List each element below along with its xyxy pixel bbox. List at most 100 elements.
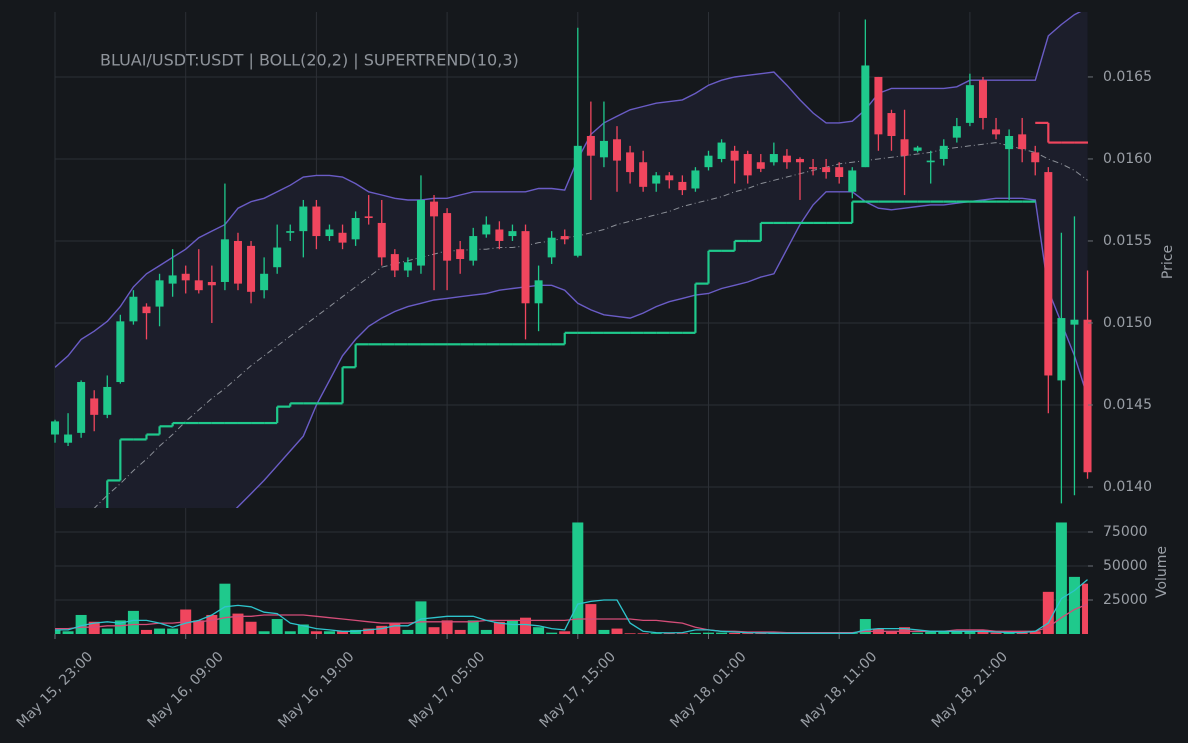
volume-bar [402,629,414,634]
candle-body [495,229,504,241]
candle-body [260,273,269,291]
candle-body [626,152,635,173]
volume-bar [363,628,375,634]
candle-body [835,167,844,178]
candle-body [769,154,778,163]
candle-body [443,213,452,261]
volume-bar [912,632,924,634]
volume-bar [990,632,1002,634]
candle-body [1044,172,1053,376]
y-axis-label: Price [1160,245,1176,279]
candle-body [194,280,203,291]
y-tick-label: 0.0155 [1103,233,1152,249]
volume-bar [167,628,179,634]
candle-body [220,239,229,282]
volume-bar [467,620,479,634]
candle-body [247,245,256,292]
candle-body [730,150,739,161]
volume-bar [533,627,545,634]
y-tick-label: 0.0140 [1103,479,1152,495]
volume-bar [454,629,466,634]
volume-bar [546,632,558,634]
candle-body [652,175,661,184]
volume-bar [258,631,270,634]
candle-body [299,206,308,232]
volume-bar [1082,583,1088,634]
volume-bar [323,631,335,634]
volume-bar [703,632,714,634]
volume-bar [55,629,61,634]
candle-body [1005,136,1014,150]
volume-bar [350,629,362,634]
volume-bar [232,613,244,634]
candle-body [861,65,870,168]
candle-body [64,434,73,443]
volume-ma [55,579,1088,634]
bollinger-lower [235,191,1088,508]
candle-body [103,386,112,415]
volume-bar [88,621,100,634]
candle-body [704,155,713,168]
candle-body [77,382,86,433]
candle-body [613,139,622,161]
candle-body [952,126,961,138]
volume-bar [75,614,87,634]
volume-bar [729,632,741,634]
volume-bar [415,601,427,634]
volume-bar [206,614,218,634]
candle-body [338,232,347,243]
candle-body [848,170,857,192]
volume-bar [506,620,518,634]
candle-body [482,224,491,235]
candle-body [874,76,883,135]
volume-tick-label: 50000 [1103,558,1148,574]
candle-body [573,145,582,256]
chart-title: BLUAI/USDT:USDT | BOLL(20,2) | SUPERTREN… [100,51,519,70]
volume-bar [964,631,976,634]
volume-axis-label: Volume [1154,546,1170,598]
candle-body [900,139,909,156]
candle-body [887,113,896,136]
price-panel [55,12,1088,508]
volume-bar [716,632,728,634]
volume-bar [637,633,649,634]
candle-body [233,240,242,284]
candle-body [795,158,804,163]
candle-body [430,201,439,217]
candle-body [965,85,974,123]
volume-bar [1068,576,1080,634]
volume-tick-label: 75000 [1103,524,1148,540]
volume-bar [676,633,688,634]
volume-bar [101,628,113,634]
candle-body [1057,318,1066,381]
volume-bar [899,627,911,634]
candle-body [639,162,648,187]
volume-bar [520,617,532,634]
candle-body [129,296,138,322]
candle-body [521,231,530,304]
candle-body [534,280,543,304]
volume-bar [140,629,152,634]
volume-bar [310,631,322,634]
candle-body [155,280,164,307]
candle-body [456,249,465,260]
y-tick-label: 0.0150 [1103,315,1152,331]
candle-body [1018,134,1027,150]
volume-bar [624,633,636,634]
candle-body [782,155,791,163]
candle-body [168,275,177,284]
y-tick-label: 0.0165 [1103,69,1152,85]
candle-body [1031,152,1040,163]
volume-bar [689,632,701,634]
candle-body [90,398,99,415]
candle-body [207,281,216,286]
candle-body [560,236,569,240]
candle-body [273,247,282,268]
candle-body [926,160,935,163]
volume-bar [650,633,662,634]
candle-body [992,129,1001,135]
candle-body [377,222,386,258]
volume-bar [977,629,989,634]
candle-body [547,237,556,258]
